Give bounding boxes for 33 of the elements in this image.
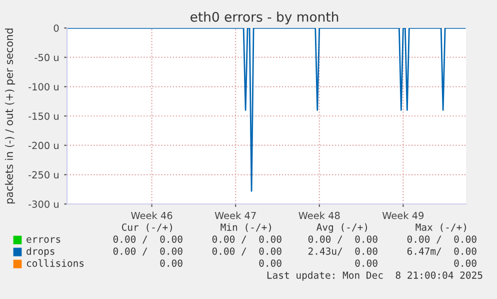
legend-label: drops [26, 247, 54, 257]
text: Max (-/+) [416, 223, 466, 232]
y-tick-label: -50 u [34, 54, 58, 62]
text: 0.00 [160, 259, 182, 267]
legend-label: errors [26, 237, 60, 243]
y-tick-label: -250 u [28, 171, 58, 178]
text: 2.43u/ 0.00 [308, 247, 378, 256]
text: Cur (-/+) [122, 223, 172, 232]
text: 0.00 / 0.00 [113, 235, 182, 244]
text: 0.00 / 0.00 [113, 247, 182, 256]
y-axis-title: packets in (-) / out (+) per second [4, 28, 16, 204]
text: Min (-/+) [220, 223, 271, 232]
text: 0.00 [355, 259, 378, 267]
text: 0.00 [259, 259, 282, 267]
text: Avg (-/+) [316, 223, 367, 233]
text: 0.00 / 0.00 [308, 235, 378, 244]
legend-label: collisions [26, 259, 84, 267]
x-tick-label: Week 48 [298, 212, 340, 220]
y-tick-label: 0 [54, 24, 59, 32]
y-tick-label: -200 u [28, 142, 58, 150]
y-tick-label: -150 u [28, 112, 58, 120]
y-tick-label: -100 u [28, 83, 58, 90]
text: 6.47m/ 0.00 [407, 247, 476, 256]
text: 0.00 [454, 259, 476, 267]
text: 0.00 / 0.00 [407, 235, 476, 244]
x-tick-label: Week 49 [382, 212, 424, 220]
text: 0.00 / 0.00 [212, 235, 282, 244]
text: 0.00 / 0.00 [212, 247, 282, 256]
x-tick-label: Week 46 [131, 212, 172, 220]
x-tick-label: Week 47 [214, 212, 256, 220]
chart-title: eth0 errors - by month [190, 12, 338, 24]
y-tick-label: -300 u [28, 200, 58, 208]
text: Last update: Mon Dec 8 21:00:04 2025 [267, 271, 482, 281]
